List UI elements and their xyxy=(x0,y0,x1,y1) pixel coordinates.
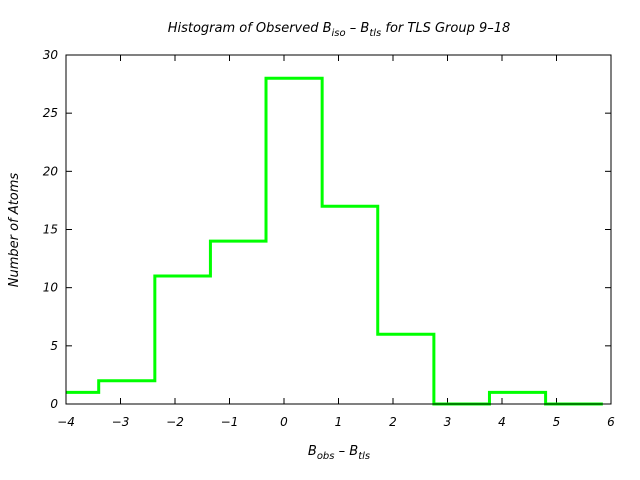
x-tick-label: 2 xyxy=(389,415,397,429)
x-tick-label: −2 xyxy=(166,415,184,429)
y-axis-label: Number of Atoms xyxy=(7,173,22,288)
chart-title: Histogram of Observed Biso – Btls for TL… xyxy=(168,21,511,39)
x-tick-label: 0 xyxy=(280,415,288,429)
histogram-step-line xyxy=(66,76,603,406)
subscript-text: obs xyxy=(317,451,335,462)
y-axis-ticks: 0 5 10 15 20 25 30 xyxy=(43,48,611,411)
label-text: B xyxy=(308,444,317,459)
x-tick-label: −1 xyxy=(221,415,239,429)
y-tick-label: 20 xyxy=(43,164,59,178)
x-axis-ticks: −4 −3 −2 −1 0 1 2 3 4 5 6 xyxy=(57,55,615,429)
y-tick-label: 10 xyxy=(43,281,59,295)
x-tick-label: 4 xyxy=(498,415,506,429)
x-tick-label: −3 xyxy=(112,415,130,429)
plot-frame xyxy=(65,54,612,405)
x-tick-label: 6 xyxy=(607,415,615,429)
x-tick-label: 3 xyxy=(444,415,452,429)
x-tick-label: 1 xyxy=(335,415,343,429)
subscript-text: tls xyxy=(369,28,381,39)
y-tick-label: 0 xyxy=(50,397,58,411)
y-tick-label: 5 xyxy=(50,339,58,353)
label-text: – B xyxy=(346,21,370,36)
x-tick-label: 5 xyxy=(553,415,561,429)
subscript-text: tls xyxy=(358,451,370,462)
label-text: Histogram of Observed B xyxy=(168,21,332,36)
y-tick-label: 25 xyxy=(43,106,58,120)
x-tick-label: −4 xyxy=(57,415,75,429)
label-text: – B xyxy=(335,444,359,459)
x-axis-label: Bobs – Btls xyxy=(308,444,370,462)
y-tick-label: 15 xyxy=(43,223,58,237)
subscript-text: iso xyxy=(332,28,346,39)
y-tick-label: 30 xyxy=(43,48,59,62)
label-text: for TLS Group 9–18 xyxy=(381,21,510,36)
